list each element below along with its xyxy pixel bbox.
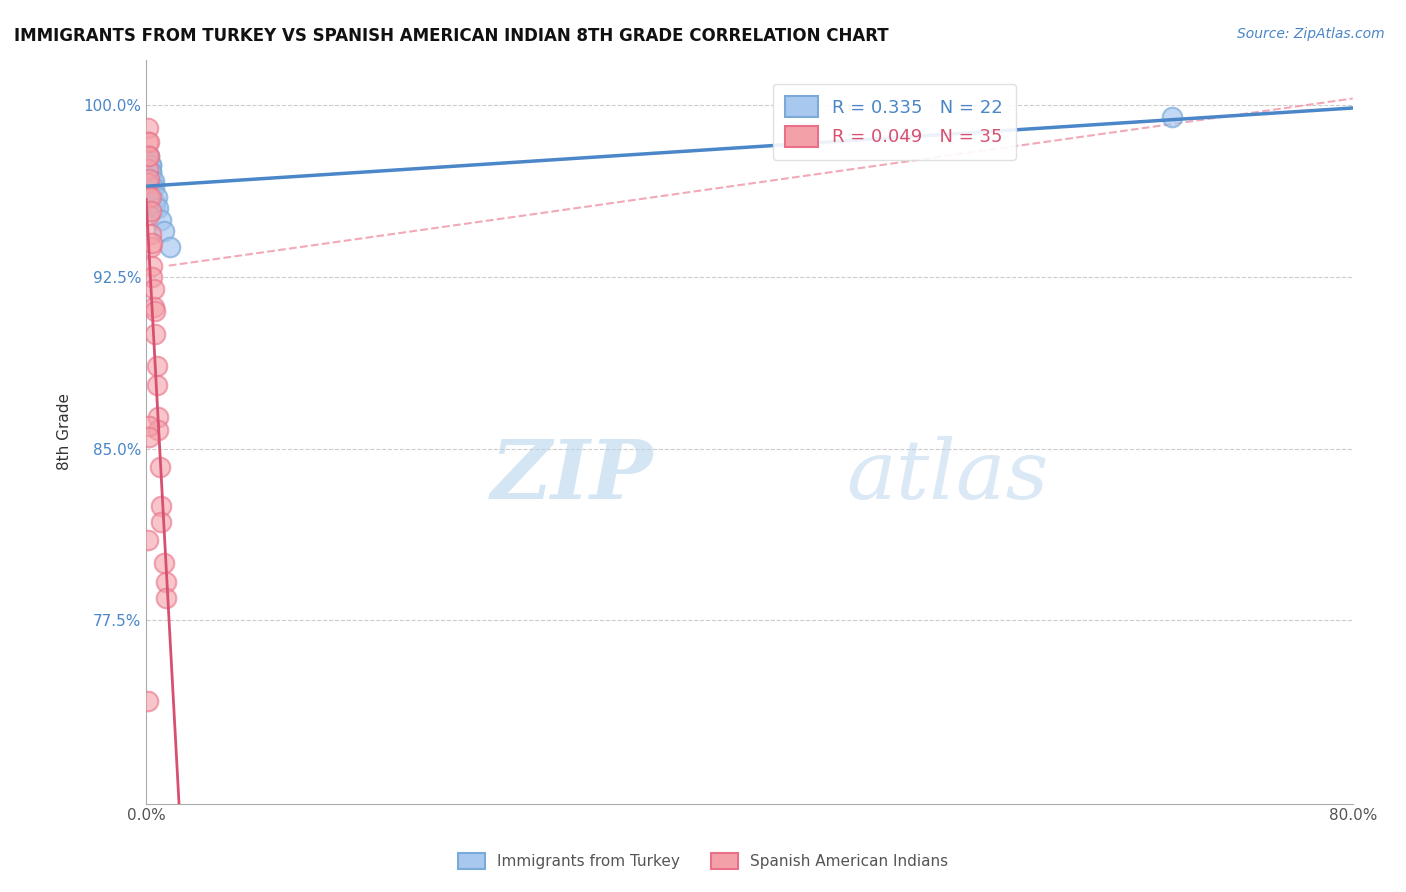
- Point: [143, 327, 166, 342]
- Point: [138, 135, 160, 149]
- Point: [136, 533, 159, 548]
- Point: [139, 165, 162, 179]
- Point: [153, 556, 176, 570]
- Point: [143, 202, 166, 216]
- Point: [150, 499, 173, 513]
- Point: [141, 270, 163, 285]
- Point: [139, 240, 162, 254]
- Point: [150, 515, 173, 529]
- Text: atlas: atlas: [846, 436, 1049, 516]
- Legend: Immigrants from Turkey, Spanish American Indians: Immigrants from Turkey, Spanish American…: [451, 847, 955, 875]
- Point: [138, 158, 160, 172]
- Point: [136, 162, 159, 177]
- Point: [141, 181, 163, 195]
- Point: [155, 591, 177, 605]
- Point: [1160, 110, 1182, 124]
- Point: [142, 181, 165, 195]
- Point: [155, 574, 177, 589]
- Point: [138, 158, 160, 172]
- Point: [145, 190, 167, 204]
- Point: [150, 212, 173, 227]
- Point: [143, 194, 166, 209]
- Point: [138, 418, 160, 433]
- Point: [136, 149, 159, 163]
- Point: [148, 202, 170, 216]
- Point: [139, 227, 162, 241]
- Point: [145, 377, 167, 392]
- Point: [136, 693, 159, 707]
- Point: [136, 165, 159, 179]
- Point: [145, 359, 167, 374]
- Point: [153, 224, 176, 238]
- Point: [136, 121, 159, 136]
- Point: [148, 409, 170, 424]
- Text: IMMIGRANTS FROM TURKEY VS SPANISH AMERICAN INDIAN 8TH GRADE CORRELATION CHART: IMMIGRANTS FROM TURKEY VS SPANISH AMERIC…: [14, 27, 889, 45]
- Point: [159, 240, 181, 254]
- Point: [136, 135, 159, 149]
- Point: [139, 158, 162, 172]
- Point: [143, 304, 166, 318]
- Point: [139, 190, 162, 204]
- Point: [138, 149, 160, 163]
- Point: [136, 158, 159, 172]
- Legend: R = 0.335   N = 22, R = 0.049   N = 35: R = 0.335 N = 22, R = 0.049 N = 35: [773, 84, 1015, 160]
- Point: [138, 430, 160, 444]
- Point: [149, 460, 172, 475]
- Point: [141, 235, 163, 250]
- Point: [138, 149, 160, 163]
- Point: [142, 300, 165, 314]
- Point: [139, 165, 162, 179]
- Point: [142, 174, 165, 188]
- Point: [136, 176, 159, 190]
- Text: ZIP: ZIP: [491, 436, 652, 516]
- Point: [139, 158, 162, 172]
- Y-axis label: 8th Grade: 8th Grade: [58, 393, 72, 470]
- Text: Source: ZipAtlas.com: Source: ZipAtlas.com: [1237, 27, 1385, 41]
- Point: [141, 174, 163, 188]
- Point: [138, 171, 160, 186]
- Point: [142, 281, 165, 295]
- Point: [141, 259, 163, 273]
- Point: [136, 149, 159, 163]
- Point: [138, 208, 160, 222]
- Point: [148, 424, 170, 438]
- Point: [139, 203, 162, 218]
- Point: [138, 190, 160, 204]
